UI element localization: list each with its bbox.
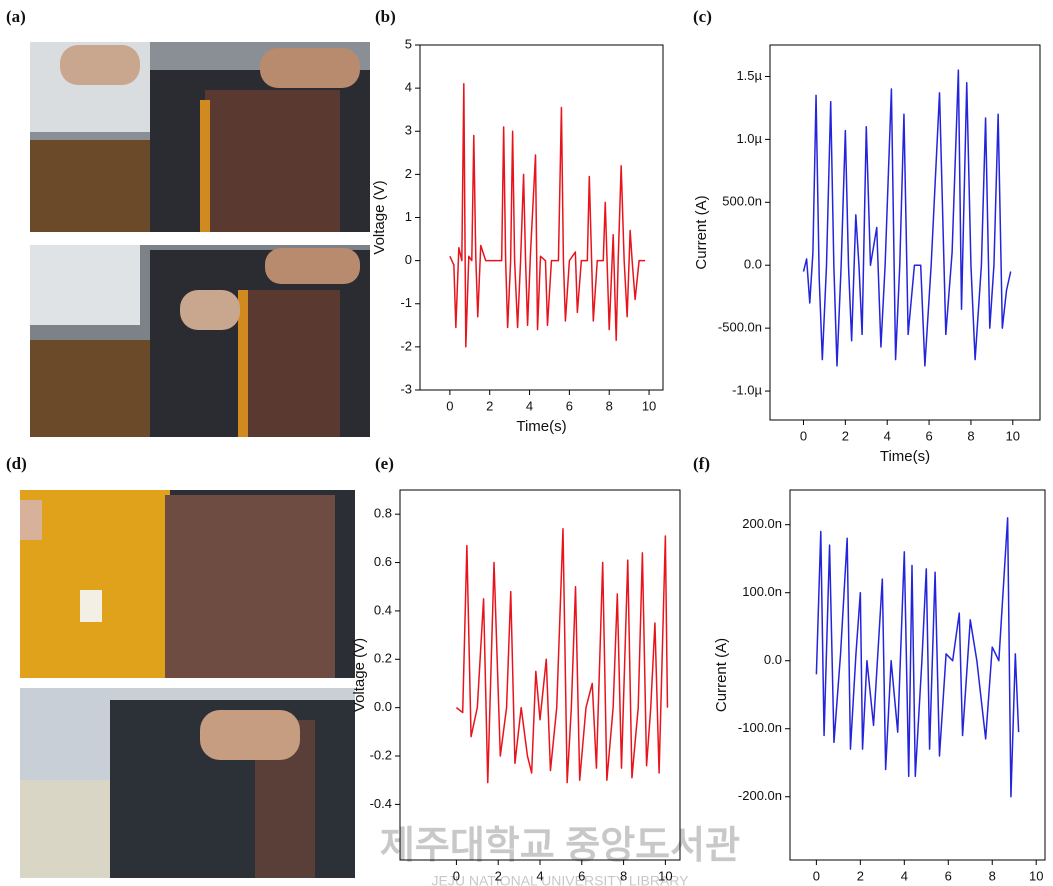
- y-tick-label: 0.6: [374, 554, 392, 569]
- y-tick-label: 500.0n: [722, 194, 762, 209]
- y-tick-label: 4: [405, 80, 412, 95]
- y-tick-label: -0.2: [370, 747, 392, 762]
- y-tick-label: 0: [405, 252, 412, 267]
- y-tick-label: 0.2: [374, 651, 392, 666]
- y-tick-label: 100.0n: [742, 584, 782, 599]
- y-tick-label: -500.0n: [718, 320, 762, 335]
- x-tick-label: 10: [658, 868, 672, 883]
- y-tick-label: -3: [400, 381, 412, 396]
- x-tick-label: 2: [842, 428, 849, 443]
- panel-label: (e): [375, 454, 394, 473]
- y-tick-label: -2: [400, 338, 412, 353]
- y-tick-label: 200.0n: [742, 516, 782, 531]
- y-axis-label: Current (A): [713, 638, 730, 712]
- plot-frame: [789, 489, 1046, 861]
- photo-a-top: [30, 42, 370, 232]
- x-tick-label: 0: [800, 428, 807, 443]
- panel-label: (b): [375, 7, 396, 26]
- x-tick-label: 6: [578, 868, 585, 883]
- panel-label: (f): [693, 454, 710, 473]
- y-tick-label: 0.8: [374, 506, 392, 521]
- photo-d-bottom: [20, 688, 355, 878]
- watermark: 제주대학교 중앙도서관: [380, 825, 740, 867]
- x-tick-label: 0: [813, 868, 820, 883]
- data-line: [449, 83, 646, 348]
- watermark: JEJU NATIONAL UNIVERSITY LIBRARY: [432, 873, 690, 886]
- y-tick-label: -200.0n: [738, 788, 782, 803]
- x-tick-label: 2: [486, 398, 493, 413]
- x-axis-label: Time(s): [880, 448, 930, 465]
- x-tick-label: 8: [967, 428, 974, 443]
- y-tick-label: 1.0µ: [736, 131, 762, 146]
- y-tick-label: -0.4: [370, 796, 392, 811]
- y-tick-label: 0.4: [374, 602, 392, 617]
- x-tick-label: 6: [925, 428, 932, 443]
- x-tick-label: 6: [566, 398, 573, 413]
- x-tick-label: 8: [989, 868, 996, 883]
- x-tick-label: 10: [642, 398, 656, 413]
- y-tick-label: 5: [405, 36, 412, 51]
- x-tick-label: 2: [857, 868, 864, 883]
- x-tick-label: 4: [901, 868, 908, 883]
- y-tick-label: -100.0n: [738, 720, 782, 735]
- y-tick-label: -1.0µ: [732, 382, 762, 397]
- x-tick-label: 6: [945, 868, 952, 883]
- x-tick-label: 8: [620, 868, 627, 883]
- y-tick-label: 0.0: [374, 699, 392, 714]
- y-tick-label: -1: [400, 295, 412, 310]
- x-tick-label: 4: [884, 428, 891, 443]
- x-tick-label: 4: [536, 868, 543, 883]
- x-tick-label: 0: [453, 868, 460, 883]
- y-tick-label: 2: [405, 166, 412, 181]
- y-axis-label: Voltage (V): [371, 180, 388, 254]
- y-tick-label: 1: [405, 209, 412, 224]
- y-tick-label: 3: [405, 123, 412, 138]
- data-line: [802, 69, 1012, 367]
- photo-a-bottom: [30, 245, 370, 437]
- data-line: [455, 527, 669, 784]
- y-tick-label: 0.0: [764, 652, 782, 667]
- photo-d-top: [20, 490, 355, 678]
- x-axis-label: Time(s): [516, 418, 566, 435]
- y-axis-label: Voltage (V): [351, 638, 368, 712]
- x-tick-label: 10: [1006, 428, 1020, 443]
- x-tick-label: 0: [446, 398, 453, 413]
- x-tick-label: 4: [526, 398, 533, 413]
- data-line: [815, 517, 1020, 798]
- y-tick-label: 1.5µ: [736, 68, 762, 83]
- plot-frame: [769, 44, 1041, 421]
- x-tick-label: 8: [606, 398, 613, 413]
- x-tick-label: 2: [495, 868, 502, 883]
- y-axis-label: Current (A): [693, 195, 710, 269]
- x-tick-label: 10: [1029, 868, 1043, 883]
- panel-label: (c): [693, 7, 712, 26]
- y-tick-label: 0.0: [744, 257, 762, 272]
- panel-label: (d): [6, 454, 27, 473]
- panel-label: (a): [6, 7, 26, 26]
